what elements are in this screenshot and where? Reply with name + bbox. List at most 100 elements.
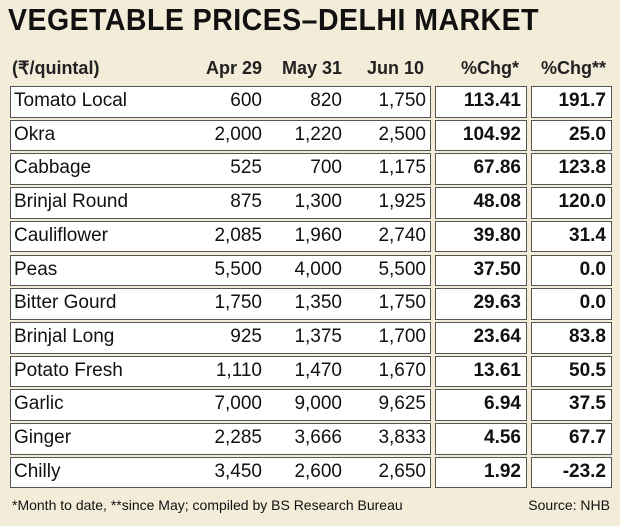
cell-value: 1,175 [378, 157, 426, 179]
chg-box [531, 86, 612, 118]
column-header: (₹/quintal) [12, 58, 100, 78]
row-label: Garlic [14, 393, 64, 415]
title: VEGETABLE PRICES–DELHI MARKET [8, 2, 539, 37]
row-label: Bitter Gourd [14, 292, 117, 314]
column-header: May 31 [281, 58, 342, 78]
cell-value: 3,666 [294, 427, 342, 448]
column-header: Jun 10 [366, 58, 424, 78]
cell-value: 6.94 [484, 393, 521, 415]
cell-value: 31.4 [569, 224, 606, 246]
chg-box [531, 389, 612, 421]
row-label: Brinjal Round [14, 191, 129, 213]
row-label: Peas [14, 258, 58, 280]
cell-value: 1,670 [378, 359, 426, 381]
chg-box [435, 355, 527, 388]
chg-box [435, 187, 527, 219]
cell-value: 9,000 [294, 393, 342, 415]
chg-box [531, 119, 612, 152]
chg-box [435, 220, 527, 253]
chg-box [531, 220, 612, 253]
cell-value: 39.80 [473, 224, 521, 246]
chg-box [435, 423, 527, 455]
cell-value: 23.64 [473, 325, 521, 347]
row-label: Ginger [14, 427, 72, 448]
chg-box [531, 288, 612, 320]
row-box [10, 187, 431, 219]
cell-value: 875 [230, 191, 262, 213]
row-box [10, 86, 431, 118]
cell-value: 925 [230, 325, 262, 347]
cell-value: 1,220 [294, 123, 342, 145]
cell-value: 37.50 [473, 258, 521, 280]
row-label: Cabbage [14, 157, 92, 179]
chg-box [531, 423, 612, 455]
row-box [10, 254, 431, 287]
cell-value: 113.41 [463, 90, 521, 111]
row-box [10, 321, 431, 354]
cell-value: -23.2 [562, 460, 606, 482]
chg-box [531, 187, 612, 219]
cell-value: 1,700 [378, 325, 426, 347]
row-box [10, 456, 431, 489]
chg-box [531, 153, 612, 186]
chg-box [435, 254, 527, 287]
cell-value: 37.5 [569, 393, 606, 415]
cell-value: 29.63 [473, 292, 521, 314]
cell-value: 0.0 [579, 258, 606, 280]
cell-value: 2,085 [214, 224, 262, 246]
cell-value: 67.7 [569, 427, 606, 448]
row-label: Brinjal Long [14, 325, 115, 347]
cell-value: 7,000 [214, 393, 262, 415]
chg-box [531, 321, 612, 354]
cell-value: 525 [230, 157, 262, 179]
cell-value: 5,500 [378, 258, 426, 280]
footnote: *Month to date, **since May; compiled by… [12, 497, 403, 513]
row-label: Okra [14, 123, 56, 145]
chg-box [531, 456, 612, 489]
chg-box [435, 456, 527, 489]
chg-box [435, 119, 527, 152]
source: Source: NHB [528, 497, 610, 513]
cell-value: 2,500 [378, 123, 426, 145]
row-label: Cauliflower [14, 224, 108, 246]
cell-value: 1,470 [294, 359, 342, 381]
cell-value: 4.56 [484, 427, 521, 448]
cell-value: 2,650 [378, 460, 426, 482]
row-box [10, 220, 431, 253]
cell-value: 3,450 [214, 460, 262, 482]
row-box [10, 153, 431, 186]
cell-value: 2,000 [214, 123, 262, 145]
chg-box [435, 153, 527, 186]
cell-value: 48.08 [473, 191, 521, 213]
cell-value: 1,925 [378, 191, 426, 213]
cell-value: 1,110 [215, 359, 262, 381]
cell-value: 120.0 [558, 191, 606, 213]
cell-value: 3,833 [378, 427, 426, 448]
row-box [10, 355, 431, 388]
cell-value: 600 [230, 90, 262, 111]
cell-value: 1,750 [378, 292, 426, 314]
cell-value: 1,750 [378, 90, 426, 111]
row-label: Potato Fresh [14, 359, 123, 381]
row-label: Chilly [14, 460, 61, 482]
column-header: Apr 29 [205, 58, 262, 78]
cell-value: 1.92 [484, 460, 521, 482]
row-box [10, 288, 431, 320]
cell-value: 1,750 [214, 292, 262, 314]
cell-value: 1,300 [294, 191, 342, 213]
cell-value: 83.8 [569, 325, 606, 347]
chg-box [435, 86, 527, 118]
chg-box [531, 254, 612, 287]
cell-value: 50.5 [569, 359, 606, 381]
chg-box [531, 355, 612, 388]
row-label: Tomato Local [14, 90, 128, 111]
cell-value: 820 [310, 90, 342, 111]
chg-box [435, 389, 527, 421]
cell-value: 67.86 [473, 157, 521, 179]
chg-box [435, 321, 527, 354]
cell-value: 700 [310, 157, 342, 179]
row-box [10, 119, 431, 152]
cell-value: 2,600 [294, 460, 342, 482]
chg-box [435, 288, 527, 320]
